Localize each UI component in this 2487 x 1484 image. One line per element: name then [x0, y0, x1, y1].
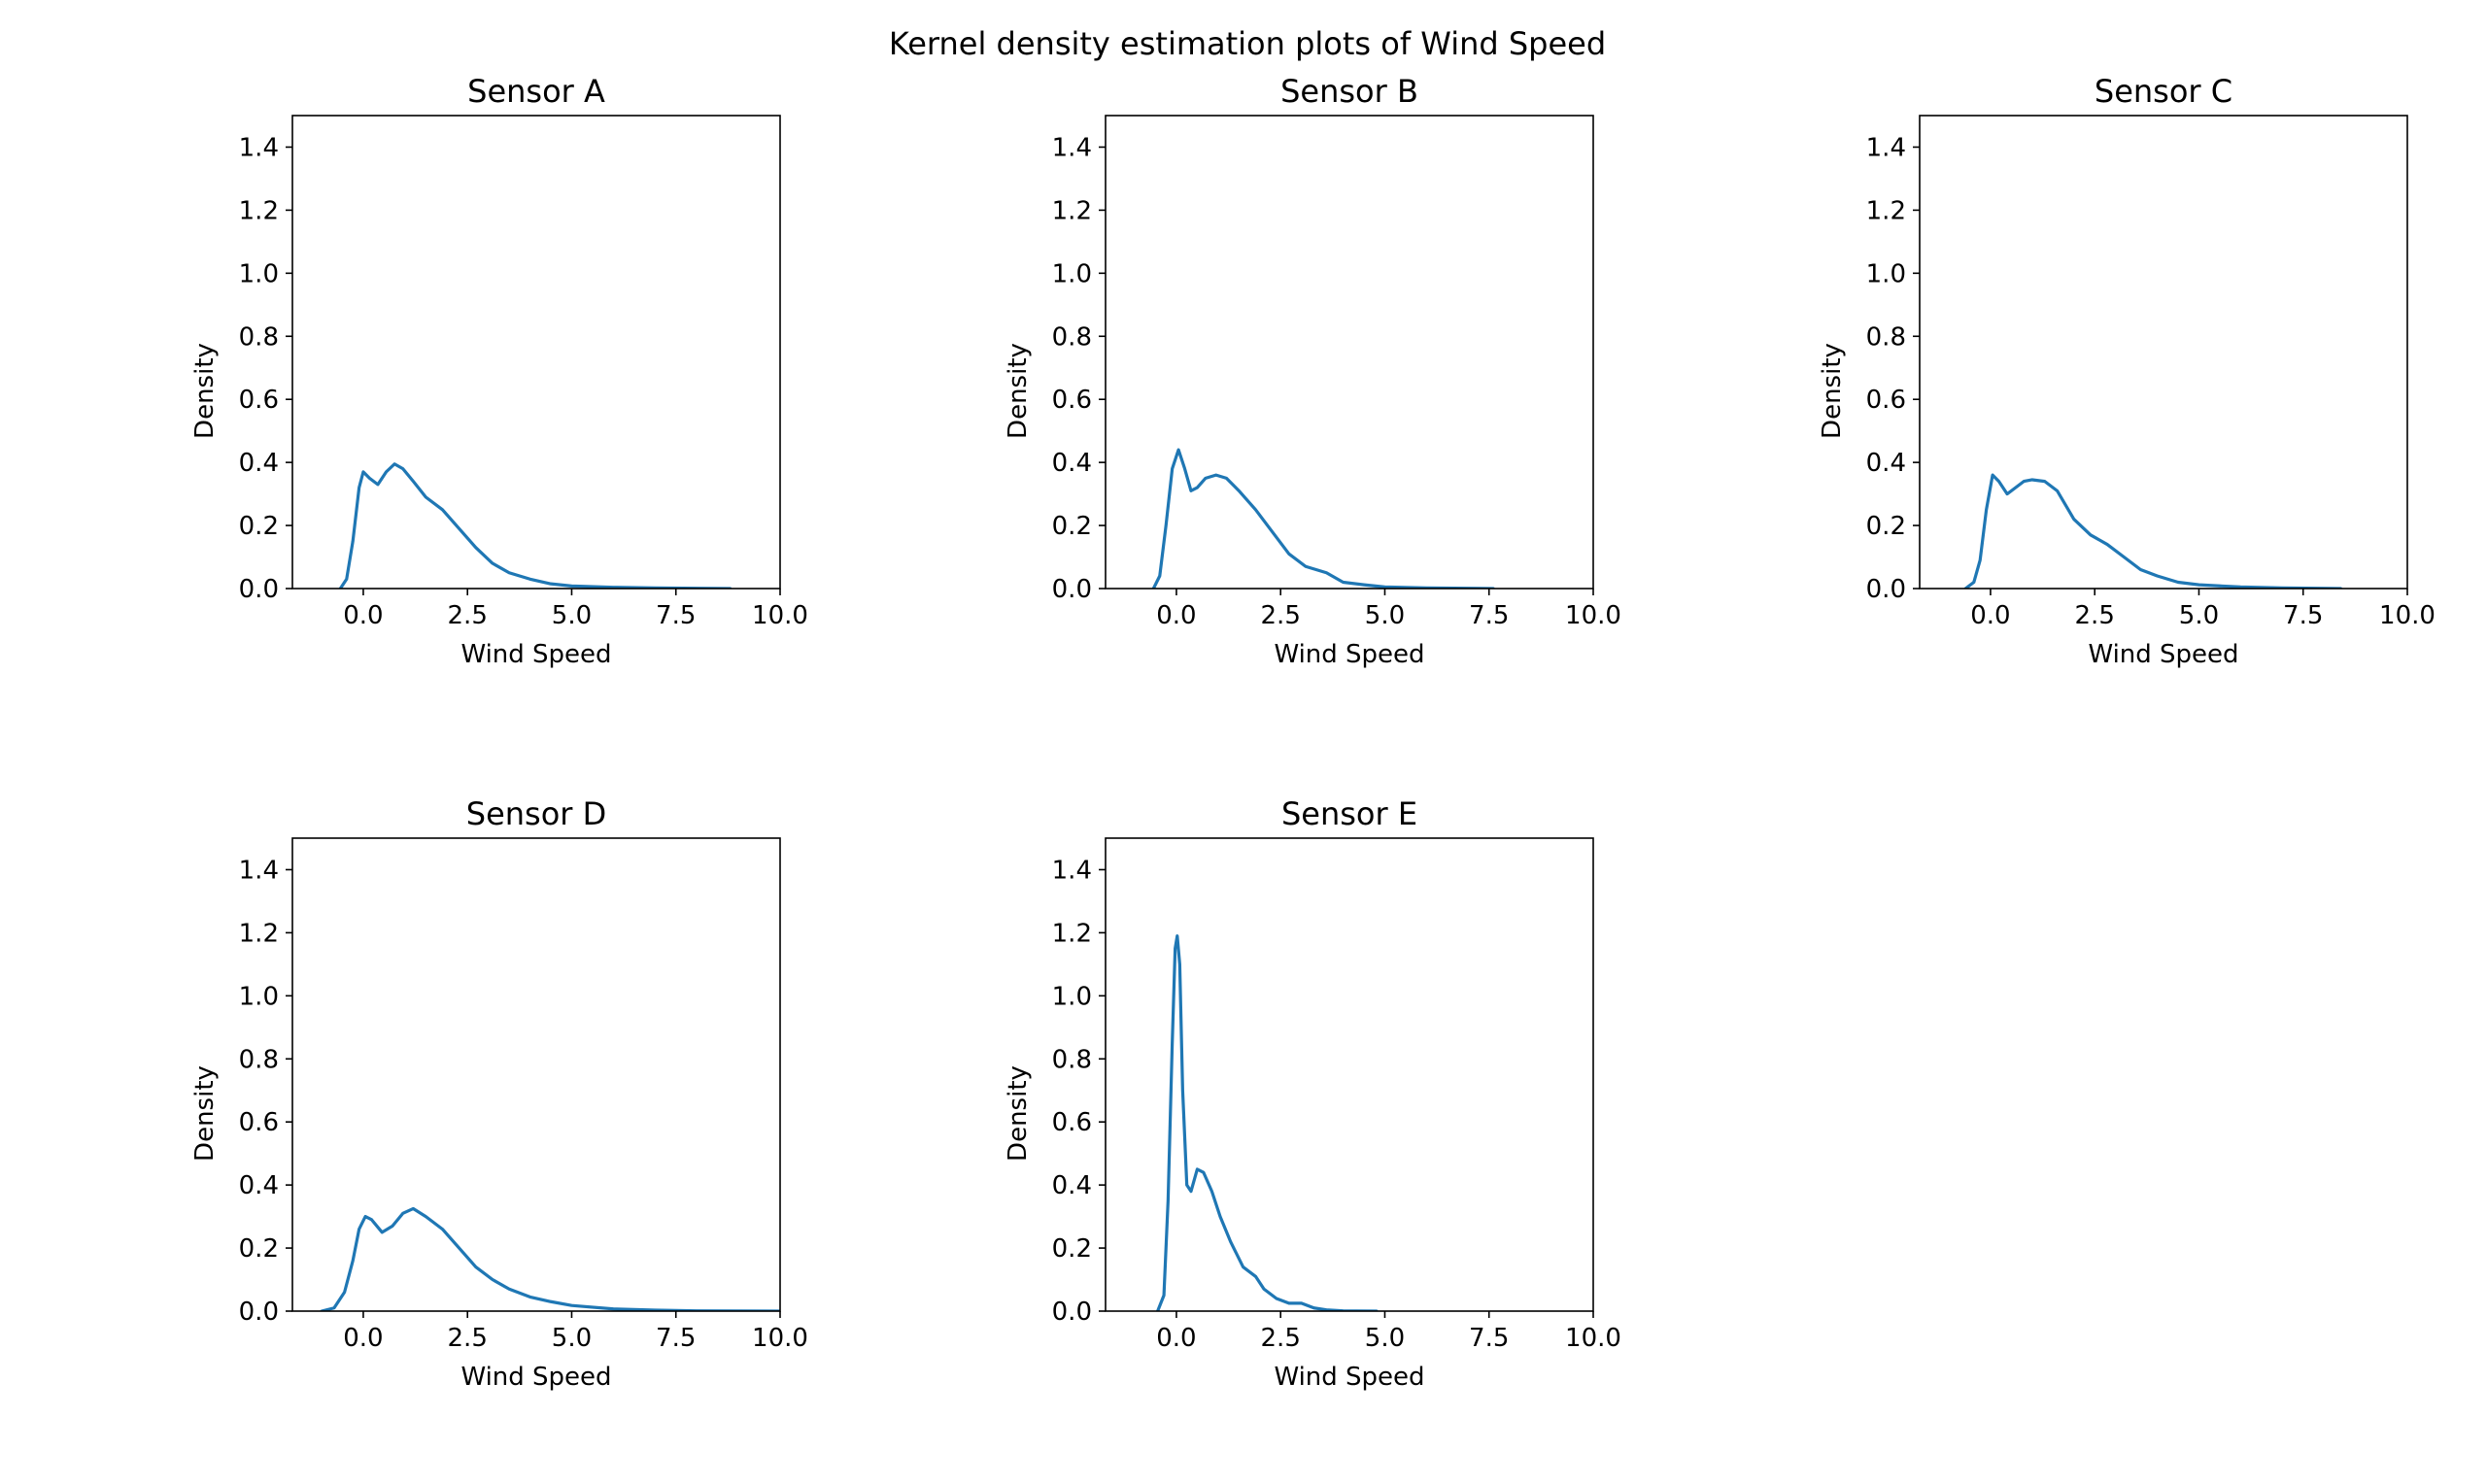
y-tick-label: 0.2: [239, 1234, 279, 1264]
x-tick-label: 7.5: [656, 1324, 696, 1353]
x-tick-label: 5.0: [552, 1324, 592, 1353]
y-tick-label: 0.2: [1052, 1234, 1092, 1264]
x-axis-label: Wind Speed: [1274, 640, 1424, 669]
y-tick-label: 1.2: [1052, 919, 1092, 948]
y-tick-label: 0.0: [239, 575, 279, 604]
y-tick-label: 0.6: [239, 386, 279, 415]
x-tick-label: 2.5: [1261, 601, 1301, 630]
x-tick-label: 0.0: [1970, 601, 2010, 630]
kde-line: [320, 1206, 780, 1311]
x-axis-label: Wind Speed: [460, 1363, 611, 1392]
y-tick-label: 1.0: [239, 982, 279, 1011]
x-tick-label: 10.0: [1565, 1324, 1621, 1353]
y-tick-label: 0.6: [239, 1108, 279, 1137]
y-tick-label: 1.2: [1866, 196, 1906, 225]
x-tick-label: 5.0: [1365, 601, 1405, 630]
y-tick-label: 0.2: [1866, 512, 1906, 541]
subplot-title: Sensor B: [1280, 73, 1418, 110]
y-tick-label: 1.4: [239, 856, 279, 885]
y-tick-label: 0.0: [1052, 575, 1092, 604]
x-tick-label: 7.5: [2283, 601, 2323, 630]
y-tick-label: 1.0: [1052, 982, 1092, 1011]
y-tick-label: 0.2: [1052, 512, 1092, 541]
y-tick-label: 0.8: [239, 1045, 279, 1074]
y-tick-label: 0.6: [1052, 386, 1092, 415]
y-tick-label: 1.0: [1866, 259, 1906, 288]
axes-frame: [291, 837, 781, 1312]
y-tick-label: 1.2: [1052, 196, 1092, 225]
subplot-title: Sensor E: [1281, 795, 1417, 832]
y-tick-label: 0.8: [1052, 322, 1092, 352]
x-tick-label: 5.0: [2179, 601, 2219, 630]
x-tick-label: 5.0: [1365, 1324, 1405, 1353]
y-tick-label: 0.4: [1052, 449, 1092, 478]
subplot-2: Sensor B 0.0 2.5 5.0 7.5 10.0 0.0 0.2 0.4 0.6 0.8 1…: [1004, 73, 1621, 669]
x-axis-label: Wind Speed: [460, 640, 611, 669]
y-tick-label: 1.4: [1866, 133, 1906, 162]
x-tick-label: 0.0: [343, 1324, 383, 1353]
x-tick-label: 2.5: [1261, 1324, 1301, 1353]
subplot-4: Sensor D 0.0 2.5 5.0 7.5 10.0 0.0 0.2 0.4 0.6 0.8 1…: [190, 795, 808, 1392]
y-axis-label: Density: [190, 1065, 220, 1162]
axes-frame: [1105, 837, 1594, 1312]
x-tick-label: 10.0: [752, 1324, 808, 1353]
x-tick-label: 7.5: [656, 601, 696, 630]
x-tick-label: 0.0: [1156, 1324, 1196, 1353]
figure-title: Kernel density estimation plots of Wind …: [889, 25, 1606, 62]
y-tick-label: 1.0: [239, 259, 279, 288]
y-axis-label: Density: [190, 343, 220, 439]
x-tick-label: 10.0: [1565, 601, 1621, 630]
x-tick-label: 2.5: [448, 1324, 488, 1353]
x-tick-label: 10.0: [752, 601, 808, 630]
subplot-title: Sensor C: [2095, 73, 2232, 110]
axes-frame: [1919, 115, 2408, 590]
y-tick-label: 0.8: [1052, 1045, 1092, 1074]
axes-frame: [291, 115, 781, 590]
y-tick-label: 1.0: [1052, 259, 1092, 288]
x-tick-label: 2.5: [448, 601, 488, 630]
x-tick-label: 7.5: [1469, 1324, 1509, 1353]
x-tick-label: 5.0: [552, 601, 592, 630]
y-axis-label: Density: [1818, 343, 1847, 439]
x-tick-label: 0.0: [1156, 601, 1196, 630]
y-tick-label: 0.6: [1052, 1108, 1092, 1137]
x-tick-label: 10.0: [2379, 601, 2436, 630]
y-tick-label: 1.4: [239, 133, 279, 162]
x-tick-label: 7.5: [1469, 601, 1509, 630]
y-tick-label: 0.4: [239, 449, 279, 478]
y-axis-label: Density: [1004, 1065, 1033, 1162]
y-tick-label: 1.4: [1052, 856, 1092, 885]
kde-line: [338, 462, 732, 589]
y-tick-label: 1.2: [239, 196, 279, 225]
y-tick-label: 0.4: [1052, 1171, 1092, 1200]
y-axis-label: Density: [1004, 343, 1033, 439]
x-axis-label: Wind Speed: [2088, 640, 2238, 669]
y-tick-label: 0.2: [239, 512, 279, 541]
y-tick-label: 0.0: [239, 1298, 279, 1327]
kde-line: [1151, 448, 1495, 589]
subplot-1: Sensor A 0.0 2.5 5.0 7.5 10.0 0.0 0.2 0.4 0.6 0.8 1…: [190, 73, 808, 669]
kde-line: [1963, 473, 2342, 589]
subplot-3: Sensor C 0.0 2.5 5.0 7.5 10.0 0.0 0.2 0.4 0.6 0.8 1…: [1818, 73, 2436, 669]
y-tick-label: 0.6: [1866, 386, 1906, 415]
y-tick-label: 0.4: [239, 1171, 279, 1200]
x-tick-label: 2.5: [2075, 601, 2115, 630]
y-tick-label: 0.0: [1052, 1298, 1092, 1327]
y-tick-label: 0.8: [239, 322, 279, 352]
subplot-title: Sensor D: [466, 795, 607, 832]
x-axis-label: Wind Speed: [1274, 1363, 1424, 1392]
x-tick-label: 0.0: [343, 601, 383, 630]
y-tick-label: 0.4: [1866, 449, 1906, 478]
axes-frame: [1105, 115, 1594, 590]
subplot-title: Sensor A: [467, 73, 605, 110]
y-tick-label: 1.2: [239, 919, 279, 948]
y-tick-label: 0.0: [1866, 575, 1906, 604]
kde-line: [1156, 934, 1379, 1311]
subplot-5: Sensor E 0.0 2.5 5.0 7.5 10.0 0.0 0.2 0.4 0.6 0.8 1…: [1004, 795, 1621, 1392]
y-tick-label: 1.4: [1052, 133, 1092, 162]
y-tick-label: 0.8: [1866, 322, 1906, 352]
subplot-grid: Sensor A 0.0 2.5 5.0 7.5 10.0 0.0 0.2 0.4 0.6 0.8 1…: [190, 73, 2436, 1392]
